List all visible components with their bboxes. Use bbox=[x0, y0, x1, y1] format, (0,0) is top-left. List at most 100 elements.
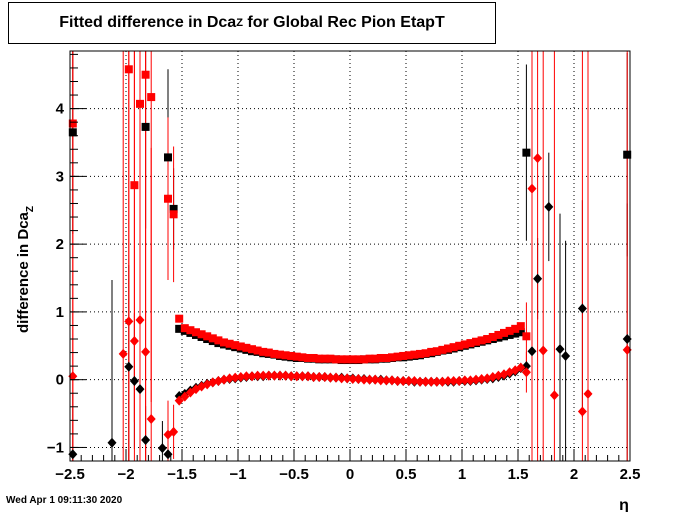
data-point-square bbox=[432, 347, 441, 356]
data-point-square bbox=[236, 342, 245, 351]
data-point-square bbox=[276, 350, 284, 359]
data-point-diamond bbox=[460, 375, 470, 386]
data-point-diamond bbox=[169, 426, 179, 437]
data-point-diamond bbox=[253, 370, 263, 381]
data-point-square bbox=[68, 128, 77, 137]
data-point-square bbox=[516, 322, 525, 331]
data-point-diamond bbox=[320, 371, 330, 382]
data-point-square bbox=[164, 153, 172, 162]
data-point-square bbox=[511, 324, 520, 333]
data-point-square bbox=[169, 210, 178, 219]
data-point-diamond bbox=[561, 350, 571, 361]
data-point-diamond bbox=[292, 371, 302, 382]
data-point-square bbox=[304, 353, 312, 362]
data-point-diamond bbox=[454, 376, 464, 387]
data-point-square bbox=[354, 355, 363, 364]
data-point-diamond bbox=[230, 372, 240, 383]
data-point-square bbox=[192, 328, 200, 337]
data-point-square bbox=[175, 314, 184, 323]
data-point-square bbox=[326, 354, 335, 363]
data-point-diamond bbox=[180, 391, 190, 402]
data-point-square bbox=[348, 355, 357, 364]
data-point-square bbox=[242, 343, 251, 352]
data-point-square bbox=[337, 355, 346, 364]
y-axis-label: difference in DcaZ bbox=[15, 206, 36, 333]
data-point-square bbox=[248, 345, 256, 354]
data-point-square bbox=[522, 148, 531, 157]
data-point-diamond bbox=[129, 336, 139, 347]
data-point-diamond bbox=[247, 371, 257, 382]
data-point-square bbox=[320, 354, 329, 363]
data-point-square bbox=[332, 355, 340, 364]
data-point-diamond bbox=[281, 370, 291, 381]
x-tick-label: 2 bbox=[570, 466, 578, 483]
data-point-square bbox=[438, 345, 447, 354]
y-tick-label: −1 bbox=[47, 439, 64, 456]
data-point-square bbox=[623, 150, 632, 159]
data-point-diamond bbox=[471, 374, 481, 385]
data-point-diamond bbox=[381, 375, 391, 386]
data-point-diamond bbox=[141, 434, 151, 445]
data-point-square bbox=[147, 93, 156, 102]
data-point-diamond bbox=[236, 371, 246, 382]
data-point-diamond bbox=[163, 449, 173, 460]
data-point-diamond bbox=[387, 375, 397, 386]
data-point-diamond bbox=[393, 376, 403, 387]
chart-title-main: Fitted difference in Dca bbox=[59, 14, 237, 31]
axis-ticks bbox=[69, 53, 631, 462]
data-point-square bbox=[399, 351, 408, 360]
data-point-square bbox=[315, 354, 324, 363]
data-point-square bbox=[388, 353, 396, 362]
data-point-square bbox=[511, 329, 520, 338]
data-point-diamond bbox=[325, 372, 335, 383]
x-tick-label: −1 bbox=[229, 466, 246, 483]
data-point-diamond bbox=[303, 371, 313, 382]
data-point-square bbox=[169, 204, 178, 213]
data-point-square bbox=[477, 336, 486, 345]
data-point-square bbox=[292, 352, 301, 361]
data-point-diamond bbox=[157, 443, 167, 454]
data-point-square bbox=[214, 336, 223, 345]
data-point-square bbox=[186, 326, 195, 335]
data-point-diamond bbox=[370, 374, 380, 385]
data-point-diamond bbox=[337, 373, 347, 384]
data-point-square bbox=[371, 354, 380, 363]
data-point-diamond bbox=[124, 316, 134, 327]
data-point-diamond bbox=[415, 376, 425, 387]
data-point-square bbox=[460, 340, 469, 349]
y-axis-label-main: difference in Dca bbox=[15, 211, 32, 333]
data-point-square bbox=[505, 330, 514, 339]
data-point-square bbox=[488, 332, 497, 341]
data-point-square bbox=[393, 352, 402, 361]
data-point-diamond bbox=[135, 315, 145, 326]
y-tick-label: 1 bbox=[56, 304, 64, 321]
data-point-square bbox=[505, 326, 514, 335]
data-point-diamond bbox=[258, 370, 268, 381]
x-axis-label: η bbox=[619, 497, 629, 512]
data-point-diamond bbox=[432, 376, 442, 387]
data-point-diamond bbox=[129, 376, 139, 387]
data-point-square bbox=[208, 334, 217, 343]
y-tick-label: 2 bbox=[56, 236, 64, 253]
data-point-square bbox=[455, 341, 464, 350]
data-point-diamond bbox=[269, 370, 279, 381]
x-tick-label: −2 bbox=[117, 466, 134, 483]
data-point-diamond bbox=[577, 303, 587, 314]
data-point-square bbox=[466, 339, 475, 348]
data-point-square bbox=[141, 122, 150, 131]
data-point-square bbox=[220, 338, 228, 347]
data-point-diamond bbox=[477, 374, 487, 384]
y-tick-label: 0 bbox=[56, 372, 64, 389]
data-point-diamond bbox=[342, 373, 352, 384]
data-point-diamond bbox=[544, 201, 554, 212]
data-point-diamond bbox=[516, 362, 526, 373]
data-point-square bbox=[522, 332, 531, 341]
data-point-square bbox=[253, 346, 262, 355]
data-point-diamond bbox=[264, 370, 274, 381]
data-point-square bbox=[309, 353, 318, 362]
data-point-diamond bbox=[314, 371, 324, 382]
data-point-square bbox=[376, 353, 385, 362]
data-point-diamond bbox=[68, 371, 78, 382]
y-axis-label-subscript: Z bbox=[25, 206, 36, 212]
